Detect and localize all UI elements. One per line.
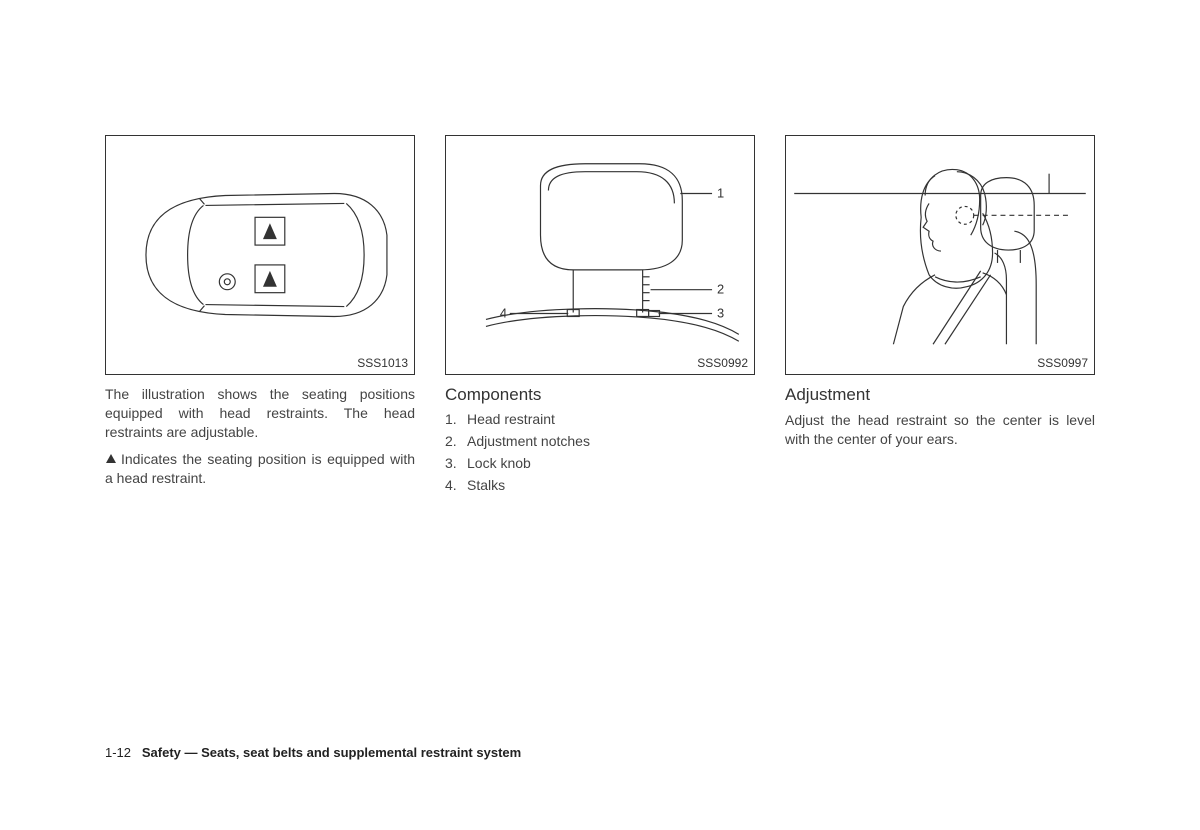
list-text: Stalks xyxy=(467,477,505,493)
adjustment-svg xyxy=(786,136,1094,374)
triangle-text: Indicates the seating position is equipp… xyxy=(105,451,415,486)
headrest-components-svg: 1 2 3 4 xyxy=(446,136,754,374)
list-item: 4. Stalks xyxy=(445,477,755,493)
list-num: 4. xyxy=(445,477,467,493)
callout-1: 1 xyxy=(717,185,724,200)
figure-adjustment: SSS0997 xyxy=(785,135,1095,375)
para-triangle-meaning: Indicates the seating position is equipp… xyxy=(105,450,415,488)
callout-2: 2 xyxy=(717,282,724,297)
column-1: SSS1013 The illustration shows the seati… xyxy=(105,135,415,499)
columns: SSS1013 The illustration shows the seati… xyxy=(105,135,1095,499)
figure-seating-positions: SSS1013 xyxy=(105,135,415,375)
list-text: Lock knob xyxy=(467,455,531,471)
figure-components: 1 2 3 4 SSS0992 xyxy=(445,135,755,375)
page-footer: 1-12 Safety — Seats, seat belts and supp… xyxy=(105,745,521,760)
page-content: SSS1013 The illustration shows the seati… xyxy=(105,135,1095,499)
page-number: 1-12 xyxy=(105,745,131,760)
list-text: Head restraint xyxy=(467,411,555,427)
figure-label: SSS0997 xyxy=(1037,356,1088,370)
triangle-icon xyxy=(105,453,117,464)
para-seating-desc: The illustration shows the seating posit… xyxy=(105,385,415,442)
column-3: SSS0997 Adjustment Adjust the head restr… xyxy=(785,135,1095,499)
column-2: 1 2 3 4 SSS0992 Components 1. Head restr… xyxy=(445,135,755,499)
callout-3: 3 xyxy=(717,305,724,320)
callout-4: 4 xyxy=(500,305,507,320)
para-adjustment: Adjust the head restraint so the center … xyxy=(785,411,1095,449)
list-num: 3. xyxy=(445,455,467,471)
figure-label: SSS1013 xyxy=(357,356,408,370)
section-title: Safety — Seats, seat belts and supplemen… xyxy=(142,745,521,760)
list-item: 1. Head restraint xyxy=(445,411,755,427)
figure-label: SSS0992 xyxy=(697,356,748,370)
heading-adjustment: Adjustment xyxy=(785,385,1095,405)
list-item: 2. Adjustment notches xyxy=(445,433,755,449)
heading-components: Components xyxy=(445,385,755,405)
list-item: 3. Lock knob xyxy=(445,455,755,471)
list-text: Adjustment notches xyxy=(467,433,590,449)
list-num: 1. xyxy=(445,411,467,427)
car-top-view-svg xyxy=(106,136,414,374)
list-num: 2. xyxy=(445,433,467,449)
